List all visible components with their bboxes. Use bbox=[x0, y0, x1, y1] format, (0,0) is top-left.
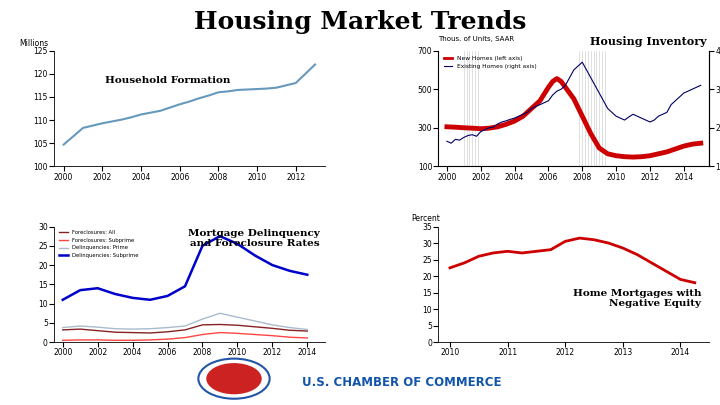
Foreclosures: Subprime: (2.01e+03, 1.1): Subprime: (2.01e+03, 1.1) bbox=[303, 336, 312, 341]
Delinquencies: Subprime: (2e+03, 14): Subprime: (2e+03, 14) bbox=[94, 286, 102, 291]
Foreclosures: Subprime: (2.01e+03, 1.2): Subprime: (2.01e+03, 1.2) bbox=[181, 335, 189, 340]
Line: Delinquencies: Prime: Delinquencies: Prime bbox=[63, 313, 307, 330]
Foreclosures: Subprime: (2e+03, 0.6): Subprime: (2e+03, 0.6) bbox=[145, 337, 154, 342]
Delinquencies: Subprime: (2e+03, 11): Subprime: (2e+03, 11) bbox=[58, 297, 67, 302]
Line: Foreclosures: Subprime: Foreclosures: Subprime bbox=[63, 333, 307, 340]
Text: Millions: Millions bbox=[19, 39, 48, 48]
Foreclosures: All: (2.01e+03, 4.6): All: (2.01e+03, 4.6) bbox=[215, 322, 224, 327]
Line: Delinquencies: Subprime: Delinquencies: Subprime bbox=[63, 236, 307, 300]
Delinquencies: Subprime: (2.01e+03, 14.5): Subprime: (2.01e+03, 14.5) bbox=[181, 284, 189, 289]
Foreclosures: Subprime: (2.01e+03, 1.7): Subprime: (2.01e+03, 1.7) bbox=[268, 333, 276, 338]
Foreclosures: All: (2e+03, 2.4): All: (2e+03, 2.4) bbox=[145, 330, 154, 335]
Text: Housing Inventory: Housing Inventory bbox=[590, 36, 706, 47]
Delinquencies: Subprime: (2.01e+03, 22.5): Subprime: (2.01e+03, 22.5) bbox=[251, 253, 259, 258]
Foreclosures: All: (2.01e+03, 2.7): All: (2.01e+03, 2.7) bbox=[163, 329, 172, 334]
Delinquencies: Subprime: (2.01e+03, 12): Subprime: (2.01e+03, 12) bbox=[163, 294, 172, 298]
Delinquencies: Prime: (2.01e+03, 3.3): Prime: (2.01e+03, 3.3) bbox=[303, 327, 312, 332]
Foreclosures: Subprime: (2.01e+03, 2.3): Subprime: (2.01e+03, 2.3) bbox=[233, 331, 242, 336]
Foreclosures: Subprime: (2e+03, 0.5): Subprime: (2e+03, 0.5) bbox=[128, 338, 137, 343]
Foreclosures: All: (2e+03, 3.4): All: (2e+03, 3.4) bbox=[76, 327, 84, 332]
Delinquencies: Subprime: (2.01e+03, 27.5): Subprime: (2.01e+03, 27.5) bbox=[215, 234, 224, 239]
Foreclosures: All: (2.01e+03, 2.9): All: (2.01e+03, 2.9) bbox=[303, 328, 312, 333]
Foreclosures: Subprime: (2.01e+03, 2): Subprime: (2.01e+03, 2) bbox=[198, 332, 207, 337]
Legend: Foreclosures: All, Foreclosures: Subprime, Delinquencies: Prime, Delinquencies: : Foreclosures: All, Foreclosures: Subprim… bbox=[57, 228, 141, 260]
Delinquencies: Prime: (2e+03, 3.8): Prime: (2e+03, 3.8) bbox=[58, 325, 67, 330]
Delinquencies: Prime: (2e+03, 3.5): Prime: (2e+03, 3.5) bbox=[111, 326, 120, 331]
Foreclosures: Subprime: (2.01e+03, 1.3): Subprime: (2.01e+03, 1.3) bbox=[286, 335, 294, 340]
Delinquencies: Prime: (2.01e+03, 3.8): Prime: (2.01e+03, 3.8) bbox=[163, 325, 172, 330]
Delinquencies: Prime: (2.01e+03, 7.5): Prime: (2.01e+03, 7.5) bbox=[215, 311, 224, 316]
Foreclosures: Subprime: (2.01e+03, 0.8): Subprime: (2.01e+03, 0.8) bbox=[163, 337, 172, 341]
Delinquencies: Prime: (2.01e+03, 4.2): Prime: (2.01e+03, 4.2) bbox=[181, 324, 189, 328]
Foreclosures: Subprime: (2e+03, 0.6): Subprime: (2e+03, 0.6) bbox=[94, 337, 102, 342]
Delinquencies: Prime: (2e+03, 3.9): Prime: (2e+03, 3.9) bbox=[94, 325, 102, 330]
Foreclosures: All: (2.01e+03, 4.4): All: (2.01e+03, 4.4) bbox=[233, 323, 242, 328]
Delinquencies: Prime: (2e+03, 3.5): Prime: (2e+03, 3.5) bbox=[145, 326, 154, 331]
Delinquencies: Prime: (2.01e+03, 6.5): Prime: (2.01e+03, 6.5) bbox=[233, 315, 242, 320]
Delinquencies: Prime: (2.01e+03, 5.5): Prime: (2.01e+03, 5.5) bbox=[251, 319, 259, 324]
Delinquencies: Subprime: (2.01e+03, 17.5): Subprime: (2.01e+03, 17.5) bbox=[303, 272, 312, 277]
Foreclosures: All: (2.01e+03, 3.2): All: (2.01e+03, 3.2) bbox=[181, 328, 189, 333]
Text: Household Formation: Household Formation bbox=[105, 76, 230, 85]
Foreclosures: All: (2.01e+03, 3.1): All: (2.01e+03, 3.1) bbox=[286, 328, 294, 333]
Delinquencies: Subprime: (2.01e+03, 25.5): Subprime: (2.01e+03, 25.5) bbox=[233, 241, 242, 246]
Delinquencies: Subprime: (2.01e+03, 18.5): Subprime: (2.01e+03, 18.5) bbox=[286, 269, 294, 273]
Foreclosures: Subprime: (2e+03, 0.5): Subprime: (2e+03, 0.5) bbox=[58, 338, 67, 343]
Text: Percent: Percent bbox=[411, 214, 440, 223]
Foreclosures: All: (2e+03, 3.2): All: (2e+03, 3.2) bbox=[58, 328, 67, 333]
Foreclosures: Subprime: (2e+03, 0.5): Subprime: (2e+03, 0.5) bbox=[111, 338, 120, 343]
Delinquencies: Subprime: (2e+03, 13.5): Subprime: (2e+03, 13.5) bbox=[76, 288, 84, 292]
Delinquencies: Prime: (2.01e+03, 4.5): Prime: (2.01e+03, 4.5) bbox=[268, 322, 276, 327]
Delinquencies: Prime: (2.01e+03, 3.8): Prime: (2.01e+03, 3.8) bbox=[286, 325, 294, 330]
Delinquencies: Subprime: (2e+03, 11): Subprime: (2e+03, 11) bbox=[145, 297, 154, 302]
Delinquencies: Subprime: (2e+03, 12.5): Subprime: (2e+03, 12.5) bbox=[111, 292, 120, 296]
Delinquencies: Prime: (2.01e+03, 6): Prime: (2.01e+03, 6) bbox=[198, 317, 207, 322]
Delinquencies: Subprime: (2e+03, 11.5): Subprime: (2e+03, 11.5) bbox=[128, 295, 137, 300]
Legend: New Homes (left axis), Existing Homes (right axis): New Homes (left axis), Existing Homes (r… bbox=[441, 53, 539, 71]
Foreclosures: Subprime: (2e+03, 0.6): Subprime: (2e+03, 0.6) bbox=[76, 337, 84, 342]
Foreclosures: All: (2.01e+03, 4.5): All: (2.01e+03, 4.5) bbox=[198, 322, 207, 327]
Text: Housing Market Trends: Housing Market Trends bbox=[194, 10, 526, 34]
Circle shape bbox=[206, 363, 262, 394]
Foreclosures: All: (2e+03, 3): All: (2e+03, 3) bbox=[94, 328, 102, 333]
Line: Foreclosures: All: Foreclosures: All bbox=[63, 324, 307, 333]
Text: U.S. CHAMBER OF COMMERCE: U.S. CHAMBER OF COMMERCE bbox=[302, 376, 502, 389]
Delinquencies: Prime: (2e+03, 3.4): Prime: (2e+03, 3.4) bbox=[128, 327, 137, 332]
Text: Home Mortgages with
Negative Equity: Home Mortgages with Negative Equity bbox=[572, 288, 701, 308]
Foreclosures: All: (2.01e+03, 4): All: (2.01e+03, 4) bbox=[251, 324, 259, 329]
Delinquencies: Subprime: (2.01e+03, 20): Subprime: (2.01e+03, 20) bbox=[268, 263, 276, 268]
Foreclosures: Subprime: (2.01e+03, 2.5): Subprime: (2.01e+03, 2.5) bbox=[215, 330, 224, 335]
Delinquencies: Prime: (2e+03, 4.2): Prime: (2e+03, 4.2) bbox=[76, 324, 84, 328]
Foreclosures: All: (2.01e+03, 3.6): All: (2.01e+03, 3.6) bbox=[268, 326, 276, 331]
Foreclosures: Subprime: (2.01e+03, 2): Subprime: (2.01e+03, 2) bbox=[251, 332, 259, 337]
Text: Mortgage Delinquency
and Foreclosure Rates: Mortgage Delinquency and Foreclosure Rat… bbox=[188, 229, 320, 248]
Delinquencies: Subprime: (2.01e+03, 25): Subprime: (2.01e+03, 25) bbox=[198, 243, 207, 248]
Foreclosures: All: (2e+03, 2.5): All: (2e+03, 2.5) bbox=[128, 330, 137, 335]
Text: Thous. of Units, SAAR: Thous. of Units, SAAR bbox=[438, 36, 515, 42]
Foreclosures: All: (2e+03, 2.6): All: (2e+03, 2.6) bbox=[111, 330, 120, 335]
